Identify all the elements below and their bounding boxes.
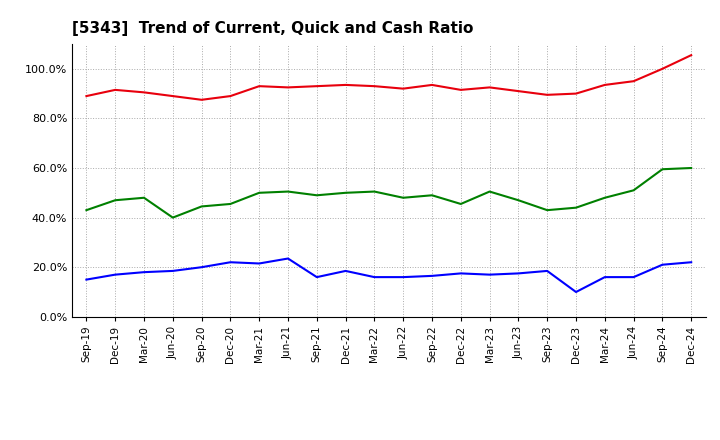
Cash Ratio (341, 268, 350, 274)
Current Ratio (111, 87, 120, 92)
Cash Ratio (197, 264, 206, 270)
Quick Ratio (140, 195, 148, 200)
Quick Ratio (572, 205, 580, 210)
Current Ratio (485, 85, 494, 90)
Cash Ratio (312, 275, 321, 280)
Cash Ratio (456, 271, 465, 276)
Quick Ratio (341, 190, 350, 195)
Quick Ratio (485, 189, 494, 194)
Cash Ratio (370, 275, 379, 280)
Cash Ratio (543, 268, 552, 274)
Line: Quick Ratio: Quick Ratio (86, 168, 691, 218)
Quick Ratio (687, 165, 696, 171)
Quick Ratio (600, 195, 609, 200)
Text: [5343]  Trend of Current, Quick and Cash Ratio: [5343] Trend of Current, Quick and Cash … (72, 21, 473, 36)
Cash Ratio (514, 271, 523, 276)
Cash Ratio (485, 272, 494, 277)
Current Ratio (82, 93, 91, 99)
Quick Ratio (111, 198, 120, 203)
Current Ratio (197, 97, 206, 103)
Cash Ratio (255, 261, 264, 266)
Current Ratio (312, 84, 321, 89)
Cash Ratio (284, 256, 292, 261)
Cash Ratio (226, 260, 235, 265)
Cash Ratio (399, 275, 408, 280)
Current Ratio (284, 85, 292, 90)
Current Ratio (140, 90, 148, 95)
Cash Ratio (658, 262, 667, 268)
Current Ratio (428, 82, 436, 88)
Quick Ratio (82, 208, 91, 213)
Cash Ratio (140, 270, 148, 275)
Line: Current Ratio: Current Ratio (86, 55, 691, 100)
Quick Ratio (168, 215, 177, 220)
Line: Cash Ratio: Cash Ratio (86, 259, 691, 292)
Current Ratio (370, 84, 379, 89)
Current Ratio (629, 79, 638, 84)
Cash Ratio (629, 275, 638, 280)
Cash Ratio (82, 277, 91, 282)
Current Ratio (226, 93, 235, 99)
Current Ratio (341, 82, 350, 88)
Quick Ratio (226, 202, 235, 207)
Quick Ratio (370, 189, 379, 194)
Quick Ratio (399, 195, 408, 200)
Current Ratio (456, 87, 465, 92)
Quick Ratio (629, 188, 638, 193)
Cash Ratio (111, 272, 120, 277)
Quick Ratio (428, 193, 436, 198)
Quick Ratio (312, 193, 321, 198)
Current Ratio (687, 52, 696, 58)
Cash Ratio (572, 290, 580, 295)
Current Ratio (572, 91, 580, 96)
Cash Ratio (168, 268, 177, 274)
Cash Ratio (687, 260, 696, 265)
Current Ratio (514, 88, 523, 94)
Current Ratio (543, 92, 552, 98)
Quick Ratio (255, 190, 264, 195)
Quick Ratio (456, 202, 465, 207)
Current Ratio (255, 84, 264, 89)
Cash Ratio (428, 273, 436, 279)
Current Ratio (658, 66, 667, 71)
Current Ratio (168, 93, 177, 99)
Quick Ratio (543, 208, 552, 213)
Quick Ratio (514, 198, 523, 203)
Cash Ratio (600, 275, 609, 280)
Quick Ratio (197, 204, 206, 209)
Quick Ratio (284, 189, 292, 194)
Quick Ratio (658, 167, 667, 172)
Current Ratio (399, 86, 408, 91)
Current Ratio (600, 82, 609, 88)
